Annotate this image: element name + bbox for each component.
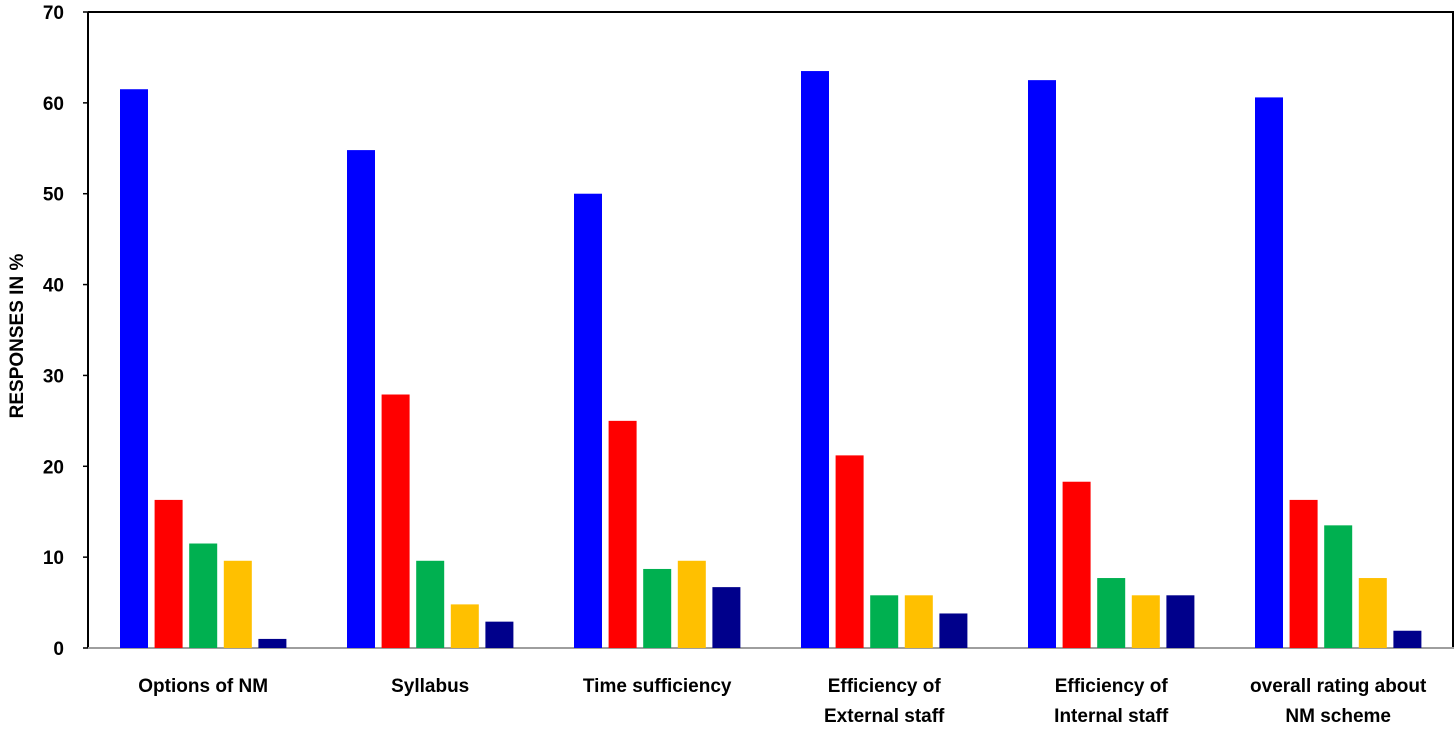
bar-series-2-cat-5 — [1062, 481, 1091, 648]
y-tick-label: 10 — [43, 548, 64, 569]
x-category-label: External staff — [824, 706, 945, 726]
y-tick-label: 40 — [43, 276, 64, 297]
bars-layer — [120, 71, 1422, 649]
bar-series-4-cat-6 — [1358, 578, 1387, 648]
bar-series-5-cat-3 — [712, 587, 741, 648]
bar-series-2-cat-6 — [1289, 499, 1318, 648]
x-category-label: Internal staff — [1054, 706, 1169, 726]
x-category-label: Efficiency of — [1055, 676, 1169, 697]
y-axis-title: RESPONSES IN % — [7, 254, 28, 419]
y-tick-label: 70 — [43, 3, 64, 24]
bar-series-3-cat-3 — [643, 568, 672, 648]
x-category-label: NM scheme — [1285, 706, 1391, 726]
x-category-label: overall rating about — [1250, 676, 1427, 697]
x-category-label: Efficiency of — [828, 676, 942, 697]
bar-series-3-cat-6 — [1324, 525, 1353, 648]
bar-series-4-cat-3 — [677, 560, 706, 648]
bar-series-4-cat-1 — [223, 560, 252, 648]
bar-series-5-cat-1 — [258, 638, 287, 648]
x-category-label: Time sufficiency — [583, 676, 732, 697]
bar-series-5-cat-2 — [485, 621, 514, 648]
bar-series-3-cat-4 — [870, 595, 899, 648]
y-tick-label: 0 — [53, 639, 64, 660]
bar-series-3-cat-5 — [1097, 578, 1126, 648]
bar-series-1-cat-3 — [574, 193, 602, 648]
bar-series-1-cat-4 — [801, 71, 829, 649]
bar-series-5-cat-4 — [939, 613, 968, 648]
x-category-label: Syllabus — [391, 676, 469, 697]
labels-layer: 0 10 20 30 40 50 60 70 Options of NM Syllabus Time… — [43, 3, 1427, 727]
bar-series-3-cat-1 — [189, 543, 218, 648]
bar-series-5-cat-6 — [1393, 630, 1422, 648]
bar-series-1-cat-5 — [1028, 80, 1056, 648]
bar-series-2-cat-4 — [835, 455, 864, 648]
y-tick-label: 30 — [43, 366, 64, 387]
bar-series-4-cat-4 — [904, 595, 933, 648]
y-tick-label: 20 — [43, 457, 64, 478]
bar-series-5-cat-5 — [1166, 595, 1195, 648]
bar-series-1-cat-1 — [120, 89, 148, 648]
bar-series-3-cat-2 — [416, 560, 445, 648]
x-category-label: Options of NM — [138, 676, 268, 697]
bar-series-4-cat-2 — [450, 604, 479, 648]
bar-series-2-cat-3 — [608, 420, 637, 648]
bar-series-2-cat-2 — [381, 394, 410, 648]
bar-series-1-cat-2 — [347, 150, 375, 649]
bar-series-2-cat-1 — [154, 499, 183, 648]
y-tick-label: 50 — [43, 185, 64, 206]
y-tick-label: 60 — [43, 94, 64, 115]
bar-series-1-cat-6 — [1255, 97, 1283, 649]
bar-series-4-cat-5 — [1131, 595, 1160, 648]
axes-layer — [83, 11, 1454, 649]
